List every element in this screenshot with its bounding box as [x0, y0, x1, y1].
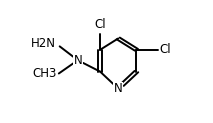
Text: Cl: Cl	[94, 18, 106, 31]
Text: N: N	[73, 54, 82, 67]
Text: CH3: CH3	[33, 67, 57, 80]
Text: H2N: H2N	[30, 37, 56, 50]
Text: N: N	[114, 82, 123, 95]
Text: Cl: Cl	[160, 43, 171, 56]
